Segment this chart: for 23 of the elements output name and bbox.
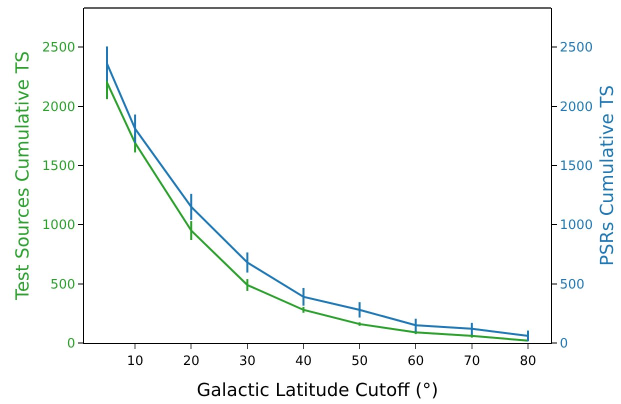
x-tick-label: 20 xyxy=(182,354,200,369)
y2-axis-title: PSRs Cumulative TS xyxy=(596,85,618,266)
y2-tick-label: 500 xyxy=(560,277,585,292)
x-tick-label: 10 xyxy=(126,354,144,369)
x-axis-title: Galactic Latitude Cutoff (°) xyxy=(196,380,438,401)
y2-tick-label: 0 xyxy=(560,336,568,352)
y-tick-label: 1500 xyxy=(42,158,76,174)
y2-tick-label: 2500 xyxy=(560,40,593,56)
y2-tick-label: 1000 xyxy=(560,218,593,234)
y-tick-label: 2500 xyxy=(42,40,76,56)
x-tick-label: 30 xyxy=(239,354,256,369)
x-tick-label: 70 xyxy=(464,354,480,369)
x-tick-label: 50 xyxy=(351,354,368,369)
x-tick-label: 80 xyxy=(520,354,536,369)
y2-tick-label: 2000 xyxy=(560,100,593,115)
y2-tick-label: 1500 xyxy=(560,158,593,174)
y-tick-label: 2000 xyxy=(42,100,76,115)
y-axis-title: Test Sources Cumulative TS xyxy=(12,51,34,301)
y-tick-label: 1000 xyxy=(42,218,76,234)
y-tick-label: 500 xyxy=(50,277,76,292)
x-tick-label: 40 xyxy=(295,354,312,369)
x-tick-label: 60 xyxy=(407,354,424,369)
y-tick-label: 0 xyxy=(66,336,76,352)
